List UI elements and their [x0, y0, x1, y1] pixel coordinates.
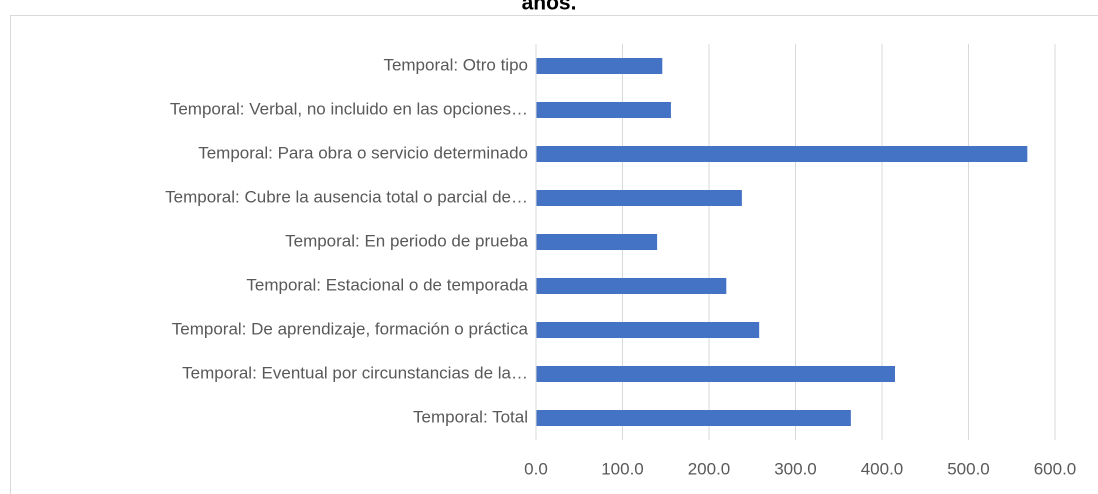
bar — [536, 278, 727, 294]
x-tick-label: 600.0 — [1034, 459, 1077, 478]
y-tick-label: Temporal: Eventual por circunstancias de… — [182, 363, 528, 382]
x-tick-label: 0.0 — [524, 459, 548, 478]
y-tick-label: Temporal: En periodo de prueba — [285, 231, 528, 250]
y-tick-label: Temporal: Otro tipo — [383, 55, 528, 74]
bar — [536, 190, 742, 206]
bar — [536, 146, 1028, 162]
x-tick-label: 400.0 — [861, 459, 904, 478]
bar — [536, 102, 671, 118]
x-tick-label: 200.0 — [688, 459, 731, 478]
y-tick-label: Temporal: Total — [413, 407, 528, 426]
bar — [536, 58, 663, 74]
y-tick-label: Temporal: Estacional o de temporada — [246, 275, 528, 294]
bar — [536, 234, 658, 250]
x-tick-label: 100.0 — [601, 459, 644, 478]
y-tick-label: Temporal: Cubre la ausencia total o parc… — [165, 187, 528, 206]
bar — [536, 410, 851, 426]
y-tick-label: Temporal: De aprendizaje, formación o pr… — [172, 319, 529, 338]
x-tick-label: 300.0 — [774, 459, 817, 478]
y-tick-label: Temporal: Verbal, no incluido en las opc… — [170, 99, 528, 118]
chart-title: años. — [522, 0, 577, 15]
bar — [536, 366, 895, 382]
x-tick-label: 500.0 — [947, 459, 990, 478]
y-tick-label: Temporal: Para obra o servicio determina… — [198, 143, 528, 162]
bar — [536, 322, 760, 338]
